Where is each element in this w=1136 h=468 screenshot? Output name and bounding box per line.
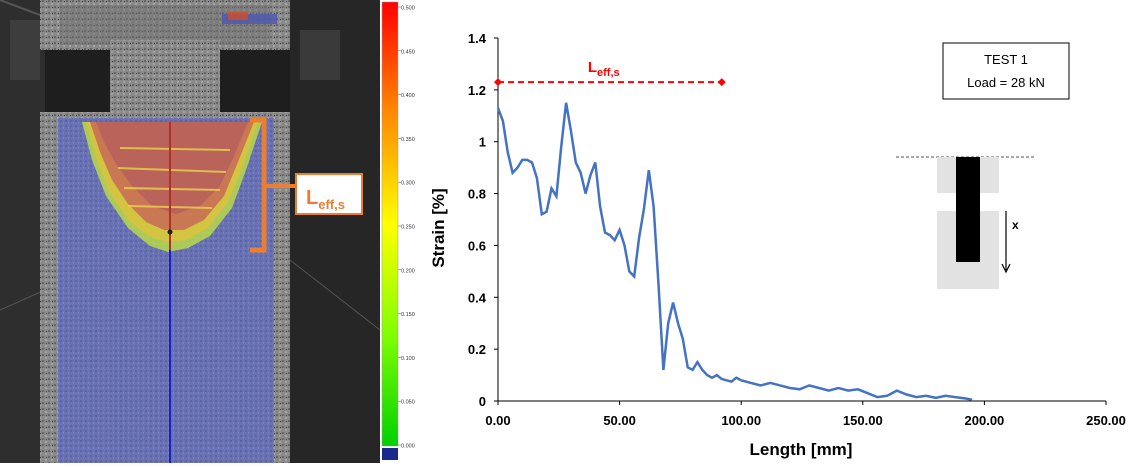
x-tick-label: 50.00 xyxy=(603,413,636,428)
x-axis-title: Length [mm] xyxy=(750,440,853,459)
x-tick-label: 250.00 xyxy=(1086,413,1126,428)
colorbar-tick-label: 0.300 xyxy=(401,181,415,187)
colorbar-tick-label: 0.500 xyxy=(401,6,415,12)
dic-photo-svg: Leff,s xyxy=(0,0,381,463)
y-tick-label: 0.8 xyxy=(468,187,486,202)
schematic-x-label: x xyxy=(1012,218,1019,232)
colorbar-gradient xyxy=(381,1,399,447)
chart-axes xyxy=(497,38,1106,402)
leff-reference-line xyxy=(494,78,726,87)
test-info-line-2: Load = 28 kN xyxy=(967,75,1045,90)
colorbar-tick-label: 0.150 xyxy=(401,312,415,318)
y-tick-label: 0.6 xyxy=(468,238,486,253)
strain-series-line xyxy=(496,102,973,401)
leff-label-box xyxy=(295,173,363,215)
ref-marker-end xyxy=(717,78,726,87)
y-tick-labels: 0 0.2 0.4 0.6 0.8 1 1.2 1.4 xyxy=(468,31,498,409)
colorbar-ticks: 0.500 0.450 0.400 0.350 0.300 0.250 0.200 0.150… xyxy=(398,6,415,450)
ref-marker-start xyxy=(494,78,502,87)
y-tick-label: 0 xyxy=(479,394,486,409)
colorbar-tick-label: 0.250 xyxy=(401,225,415,231)
y-tick-label: 1 xyxy=(479,135,486,150)
x-tick-labels: 0.00 50.00 100.00 150.00 200.00 250.00 xyxy=(485,401,1126,428)
colorbar-tick-label: 0.400 xyxy=(401,93,415,99)
dic-photo: Leff,s xyxy=(0,0,381,463)
x-tick-label: 0.00 xyxy=(485,413,510,428)
x-tick-label: 150.00 xyxy=(843,413,883,428)
colorbar: 0.500 0.450 0.400 0.350 0.300 0.250 0.200 0.150… xyxy=(380,0,424,463)
colorbar-tick-label: 0.200 xyxy=(401,268,415,274)
colorbar-tick-label: 0.000 xyxy=(401,444,415,450)
colorbar-tick-label: 0.450 xyxy=(401,49,415,55)
specimen-neck xyxy=(110,40,220,115)
strain-chart: 0.00 50.00 100.00 150.00 200.00 250.00 0 0.2 0.… xyxy=(424,0,1136,463)
y-tick-label: 1.2 xyxy=(468,83,486,98)
schematic-bar xyxy=(956,157,980,262)
colorbar-tick-label: 0.350 xyxy=(401,137,415,143)
y-tick-label: 0.2 xyxy=(468,342,486,357)
y-tick-label: 1.4 xyxy=(468,31,487,46)
specimen-schematic: x xyxy=(896,156,1034,289)
test-info-line-1: TEST 1 xyxy=(984,52,1028,67)
y-tick-label: 0.4 xyxy=(468,290,487,305)
leff-label: Leff,s xyxy=(306,187,345,212)
colorbar-tick-label: 0.100 xyxy=(401,356,415,362)
colorbar-svg: 0.500 0.450 0.400 0.350 0.300 0.250 0.200 0.150… xyxy=(380,0,424,463)
test-info-box: TEST 1 Load = 28 kN xyxy=(942,42,1070,100)
chart-svg: 0.00 50.00 100.00 150.00 200.00 250.00 0 0.2 0.… xyxy=(429,31,1126,459)
leff-reference-label: Leff,s xyxy=(588,59,620,79)
y-axis-title: Strain [%] xyxy=(429,188,448,267)
x-tick-label: 200.00 xyxy=(965,413,1005,428)
x-tick-label: 100.00 xyxy=(721,413,761,428)
colorbar-tick-label: 0.050 xyxy=(401,400,415,406)
colorbar-below-swatch xyxy=(382,448,398,460)
